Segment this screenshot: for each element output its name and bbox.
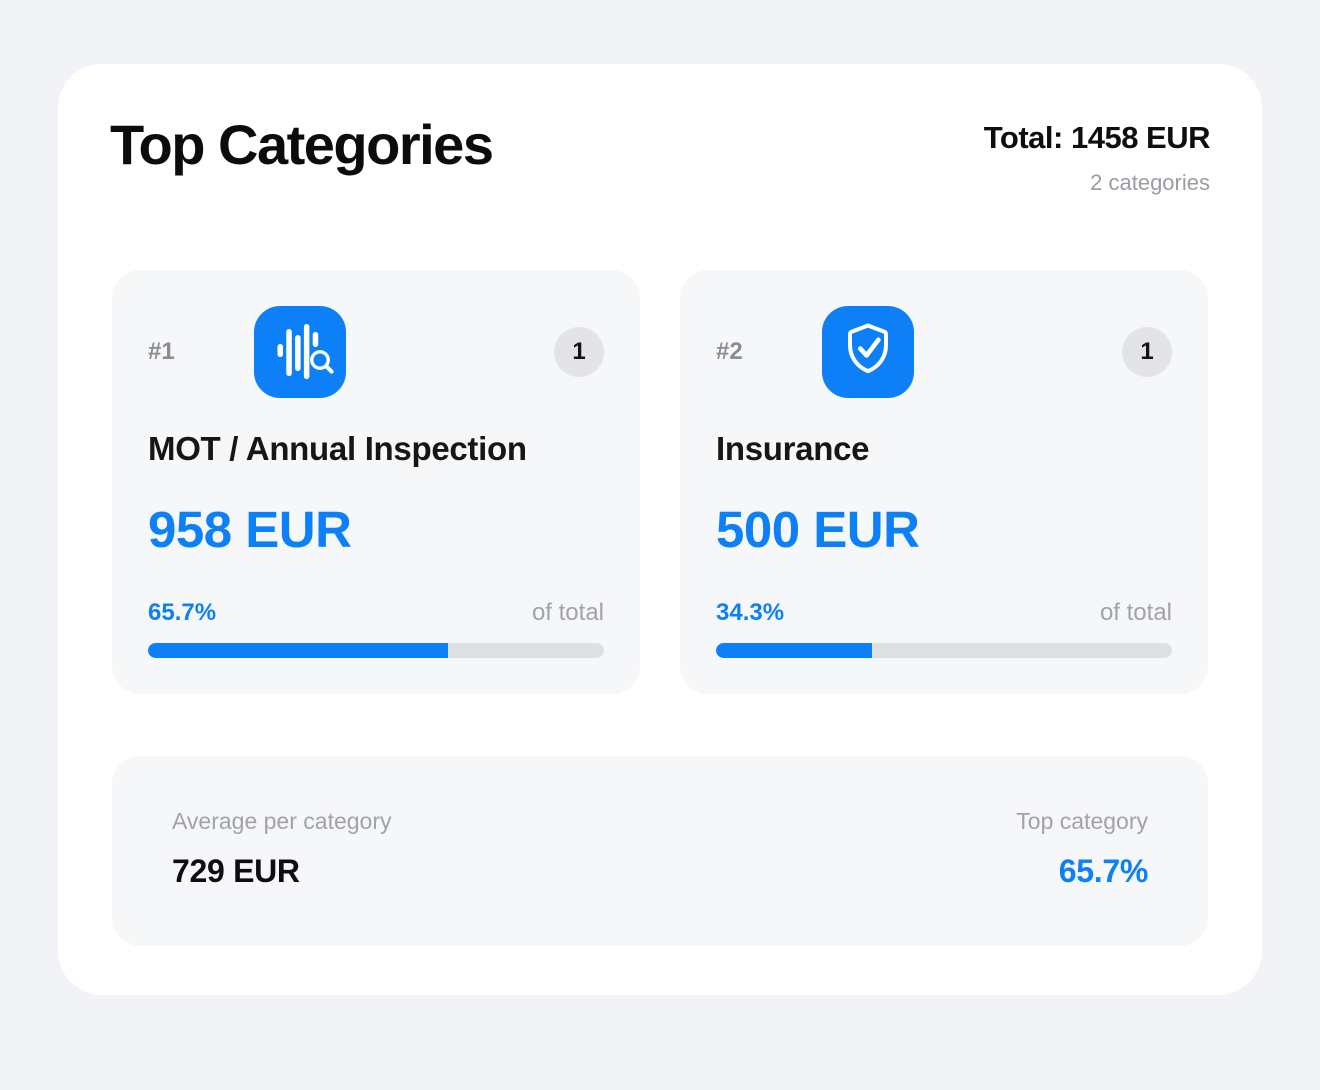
header-totals: Total: 1458 EUR 2 categories [983, 114, 1211, 196]
progress-bar [148, 643, 604, 658]
card-top-row: #2 1 [716, 306, 1172, 398]
category-name: Insurance [716, 430, 870, 467]
percent-value: 65.7% [148, 599, 217, 626]
average-per-category-block: Average per category 729 EUR [172, 808, 392, 890]
category-amount: 958 EUR [148, 501, 352, 558]
top-categories-panel: Top Categories Total: 1458 EUR 2 categor… [58, 64, 1262, 995]
category-cards-row: #1 1 MOT / Annual Inspection 958 EUR [58, 270, 1262, 694]
panel-header: Top Categories Total: 1458 EUR 2 categor… [58, 64, 1262, 196]
item-count-badge: 1 [1122, 327, 1172, 377]
category-amount: 500 EUR [716, 501, 920, 558]
waveform-search-icon [254, 306, 346, 398]
percent-row: 34.3% of total [716, 599, 1172, 627]
progress-bar [716, 643, 1172, 658]
categories-count: 2 categories [1090, 170, 1210, 195]
item-count-badge: 1 [554, 327, 604, 377]
of-total-label: of total [531, 599, 604, 626]
percent-value: 34.3% [716, 599, 785, 626]
top-category-value: 65.7% [1058, 853, 1149, 889]
category-card-insurance[interactable]: #2 1 Insurance 500 EUR 34.3% of total [680, 270, 1208, 694]
category-name: MOT / Annual Inspection [148, 430, 527, 467]
percent-row: 65.7% of total [148, 599, 604, 627]
category-card-mot[interactable]: #1 1 MOT / Annual Inspection 958 EUR [112, 270, 640, 694]
page-title: Top Categories [110, 113, 494, 176]
progress-bar-fill [148, 643, 448, 658]
summary-card: Average per category 729 EUR Top categor… [112, 756, 1208, 946]
rank-label: #1 [148, 338, 175, 365]
average-value: 729 EUR [172, 853, 300, 889]
shield-check-icon [822, 306, 914, 398]
of-total-label: of total [1099, 599, 1172, 626]
progress-bar-fill [716, 643, 873, 658]
card-top-row: #1 1 [148, 306, 604, 398]
top-category-block: Top category 65.7% [1016, 808, 1148, 890]
total-amount: Total: 1458 EUR [983, 120, 1211, 155]
top-category-label: Top category [1016, 808, 1148, 834]
average-label: Average per category [172, 808, 392, 834]
rank-label: #2 [716, 338, 743, 365]
